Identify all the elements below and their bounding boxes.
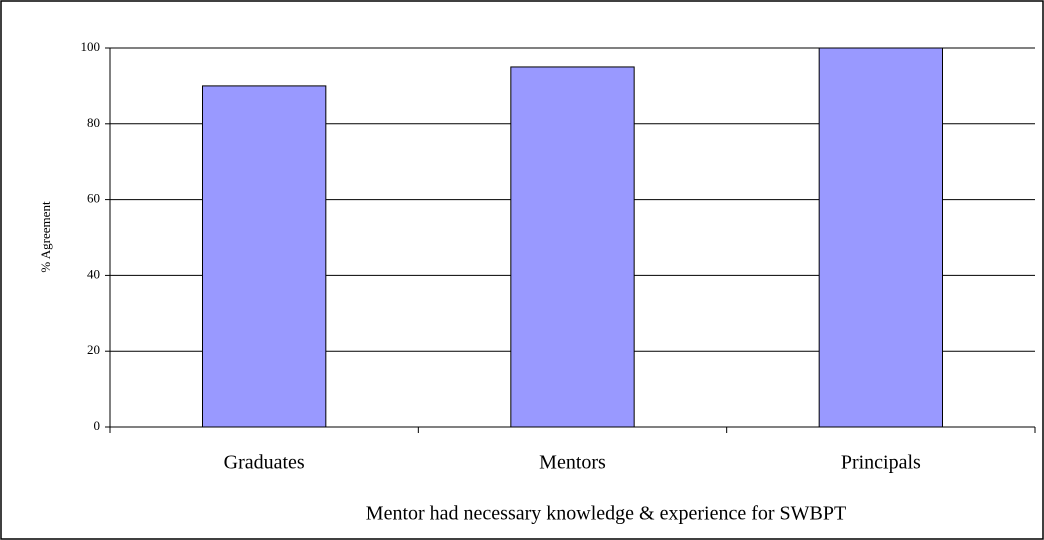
y-axis-title: % Agreement — [38, 201, 53, 273]
y-tick-label: 0 — [94, 418, 101, 433]
bar — [510, 66, 635, 428]
y-tick-label: 80 — [87, 115, 100, 130]
x-tick-label: Graduates — [224, 452, 305, 474]
y-tick-label: 60 — [87, 191, 100, 206]
x-tick-label: Principals — [841, 452, 921, 474]
y-tick-label: 100 — [81, 39, 101, 54]
bar — [202, 85, 327, 428]
x-axis-title: Mentor had necessary knowledge & experie… — [366, 503, 846, 525]
y-tick-label: 40 — [87, 266, 100, 281]
x-tick-label: Mentors — [539, 452, 606, 474]
y-tick-label: 20 — [87, 342, 100, 357]
bar — [818, 47, 944, 428]
